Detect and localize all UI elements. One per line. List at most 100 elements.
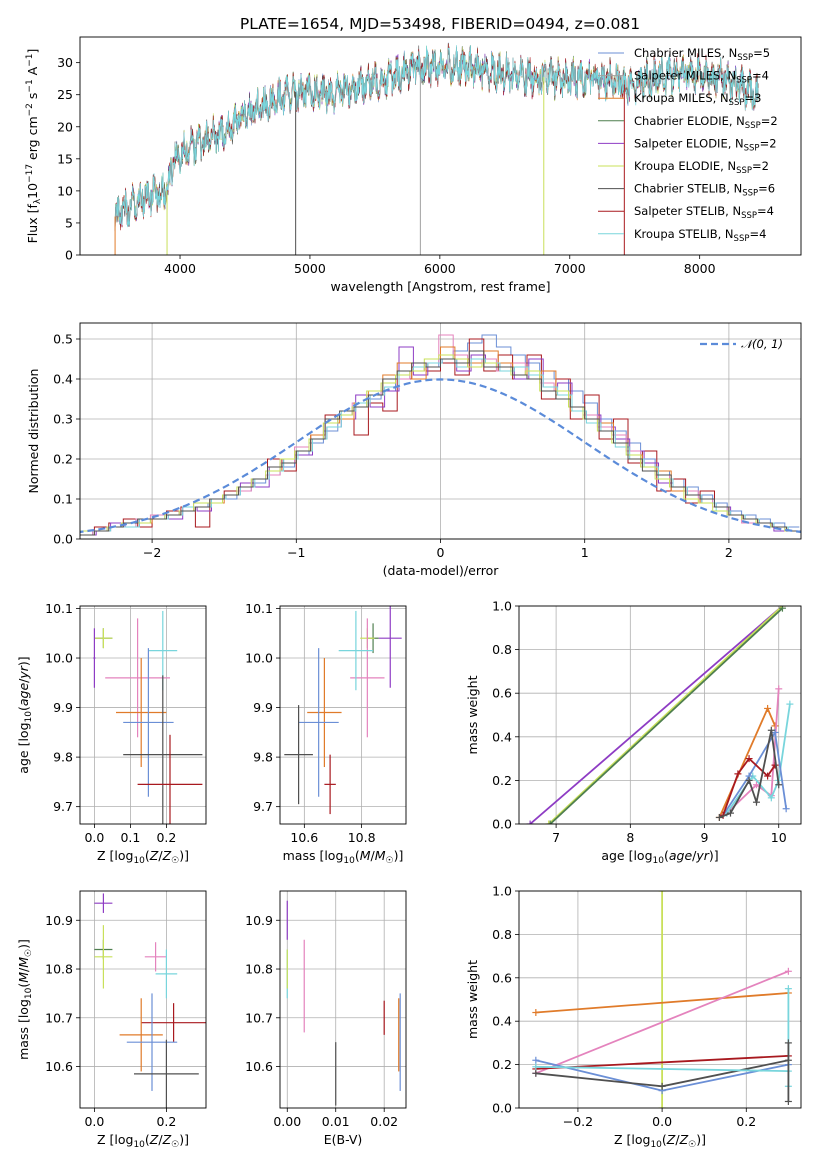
mass_vs_EBV-panel: 0.00 0.01 0.02 10.6 10.7 10.8 10.9 E(B-V) (245, 890, 407, 1147)
x-tick-label: 0.2 (156, 1114, 176, 1129)
y-tick-label: 0.2 (53, 452, 73, 467)
histogram-series (80, 350, 801, 536)
y-tick-label: 5 (65, 215, 73, 230)
legend-label: Chabrier MILES, NSSP=5 (634, 46, 770, 63)
y-tick-label: 10.9 (245, 913, 273, 928)
legend-label: Salpeter MILES, NSSP=4 (634, 69, 769, 86)
x-tick-label: 0.0 (84, 1114, 104, 1129)
age_vs_Z-panel: 0.0 0.1 0.2 9.7 9.8 9.9 10.0 10.1 Z [log10(Z/Z☉)… (16, 601, 207, 866)
y-tick-label: 0.0 (492, 817, 512, 832)
x-axis-label: Z [log10(Z/Z☉)] (97, 1132, 189, 1150)
spectrum-panel: 4000 5000 6000 7000 8000 0 5 10 15 20 25 30 waveleng… (25, 36, 802, 294)
x-axis-label: mass [log10(M/M☉)] (283, 848, 404, 866)
mass_vs_Z-plot-area (94, 893, 206, 1108)
y-tick-label: 0.3 (53, 412, 73, 427)
x-tick-label: 0 (437, 545, 445, 560)
y-tick-label: 15 (57, 151, 73, 166)
y-tick-label: 20 (57, 119, 73, 134)
mass-weight-line (535, 1065, 789, 1072)
legend-label: Chabrier STELIB, NSSP=6 (634, 182, 775, 199)
axes-frame (279, 890, 407, 1109)
residuals-plot-area (80, 334, 801, 536)
y-tick-label: 9.7 (53, 799, 73, 814)
x-tick-label: 10 (771, 830, 787, 845)
y-tick-label: 9.8 (253, 750, 273, 765)
x-tick-label: 1 (581, 545, 589, 560)
y-tick-label: 10.8 (45, 962, 73, 977)
y-tick-label: 10.1 (45, 601, 73, 616)
axes-frame (79, 890, 207, 1109)
y-axis-label: Flux [fλ10−17 erg cm−2 s−1 A−1] (25, 49, 43, 244)
x-tick-label: −2 (143, 545, 161, 560)
legend-label: Salpeter ELODIE, NSSP=2 (634, 136, 777, 153)
y-axis-label: mass weight (465, 675, 480, 754)
legend-label: Kroupa MILES, NSSP=3 (634, 91, 761, 108)
x-tick-label: 7 (552, 830, 560, 845)
age_vs_mass-panel: 10.6 10.8 9.7 9.8 9.9 10.0 10.1 mass [log10(M/M… (245, 601, 407, 866)
y-tick-label: 0.4 (492, 1014, 512, 1029)
x-tick-label: 0.1 (120, 830, 140, 845)
x-axis-label: age [log10(age/yr)] (601, 848, 718, 866)
age_vs_mass-plot-area (284, 606, 402, 815)
y-tick-label: 10.6 (245, 1059, 273, 1074)
mass_vs_Z-panel: 0.0 0.2 10.6 10.7 10.8 10.9 Z [log10(Z/Z☉)] mas… (16, 890, 207, 1150)
y-tick-label: 10.7 (45, 1010, 73, 1025)
y-tick-label: 1.0 (492, 884, 512, 899)
x-tick-label: 8 (626, 830, 634, 845)
x-tick-label: 10.8 (348, 830, 376, 845)
y-axis-label: mass weight (465, 960, 480, 1039)
mass-weight-line (719, 730, 780, 819)
y-tick-label: 9.9 (253, 700, 273, 715)
x-tick-label: 4000 (164, 261, 196, 276)
x-tick-label: 10.6 (290, 830, 318, 845)
y-tick-label: 9.9 (53, 700, 73, 715)
mass_weight_vs_age-panel: 7 8 9 10 0.0 0.2 0.4 0.6 0.8 1.0 mass weight age [l… (465, 599, 802, 866)
figure-title: PLATE=1654, MJD=53498, FIBERID=0494, z=0… (240, 15, 640, 33)
y-tick-label: 10.7 (245, 1010, 273, 1025)
y-tick-label: 0.6 (492, 686, 512, 701)
mass_weight_vs_age-plot-area (526, 606, 794, 824)
y-tick-label: 9.7 (253, 799, 273, 814)
x-axis-label: Z [log10(Z/Z☉)] (614, 1132, 706, 1150)
legend-label: Chabrier ELODIE, NSSP=2 (634, 114, 778, 131)
legend-label: Kroupa ELODIE, NSSP=2 (634, 159, 769, 176)
axes-frame (79, 605, 207, 825)
y-tick-label: 10.8 (245, 962, 273, 977)
y-axis-label: mass [log10(M/M☉)] (16, 939, 34, 1060)
y-tick-label: 1.0 (492, 599, 512, 614)
x-tick-label: 0.00 (273, 1114, 301, 1129)
x-tick-label: 2 (725, 545, 733, 560)
y-tick-label: 25 (57, 87, 73, 102)
y-tick-label: 0.1 (53, 492, 73, 507)
spectrum-plot-area (114, 42, 759, 255)
mass-weight-line (529, 606, 783, 824)
spectrum-line (114, 45, 759, 231)
y-tick-label: 0 (65, 248, 73, 263)
x-tick-label: −0.2 (563, 1114, 593, 1129)
y-tick-label: 0.4 (53, 372, 73, 387)
mass-weight-line (549, 607, 784, 824)
mass-weight-line (535, 992, 789, 1014)
y-tick-label: 30 (57, 55, 73, 70)
x-tick-label: 0.02 (370, 1114, 398, 1129)
x-axis-label: Z [log10(Z/Z☉)] (97, 848, 189, 866)
age_vs_Z-plot-area (93, 610, 203, 824)
y-tick-label: 0.5 (53, 332, 73, 347)
y-axis-label: Normed distribution (26, 369, 41, 494)
y-tick-label: 10.6 (45, 1059, 73, 1074)
y-tick-label: 10.1 (245, 601, 273, 616)
mass-weight-line (548, 606, 784, 824)
y-tick-label: 0.4 (492, 729, 512, 744)
spectrum-legend: Chabrier MILES, NSSP=5 Salpeter MILES, NS… (598, 46, 778, 244)
y-tick-label: 0.0 (492, 1101, 512, 1116)
normal-curve (80, 378, 801, 534)
y-tick-label: 0.6 (492, 970, 512, 985)
mass_vs_EBV-plot-area (286, 900, 401, 1106)
axes-frame (79, 322, 802, 540)
mass_weight_vs_Z-panel: −0.2 0.0 0.2 0.0 0.2 0.4 0.6 0.8 1.0 mass weight Z… (465, 884, 802, 1150)
x-axis-label: E(B-V) (324, 1132, 363, 1147)
y-tick-label: 10.0 (45, 651, 73, 666)
x-tick-label: 5000 (294, 261, 326, 276)
mass_weight_vs_Z-plot-area (532, 891, 792, 1108)
